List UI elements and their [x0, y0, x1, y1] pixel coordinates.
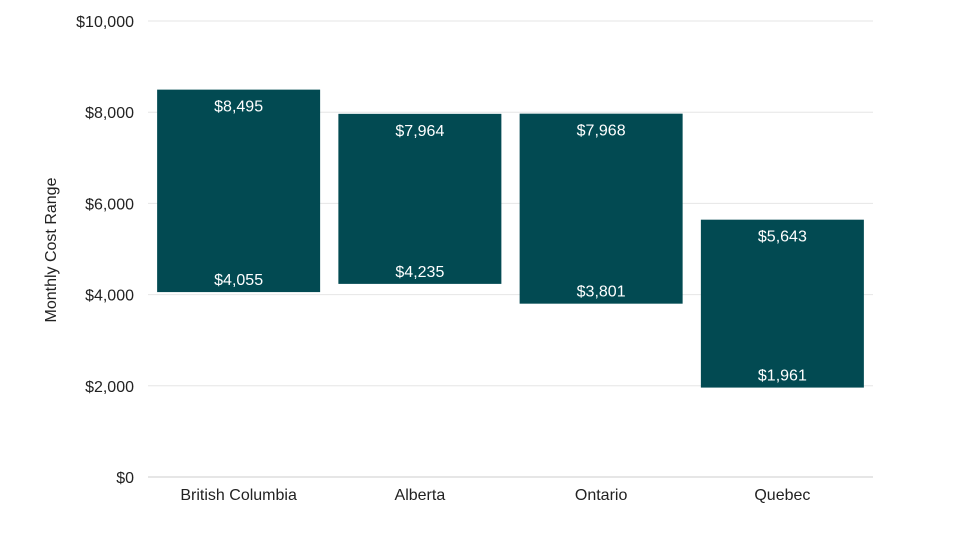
range-bar — [157, 89, 321, 293]
category-label: Quebec — [754, 487, 810, 504]
data-labels: $8,495 $4,055 $7,964 $4,235 $7,968 $3,801 $5,6… — [214, 99, 807, 385]
y-tick-label: $10,000 — [76, 14, 134, 31]
high-value-label: $5,643 — [758, 229, 807, 246]
category-label: Ontario — [575, 487, 628, 504]
x-axis-category-labels: British Columbia Alberta Ontario Quebec — [180, 487, 810, 504]
y-tick-label: $4,000 — [85, 288, 134, 305]
bars — [157, 89, 864, 388]
high-value-label: $8,495 — [214, 99, 263, 116]
low-value-label: $4,055 — [214, 272, 263, 289]
range-bar — [519, 113, 683, 304]
y-tick-label: $8,000 — [85, 105, 134, 122]
low-value-label: $1,961 — [758, 368, 807, 385]
category-label: Alberta — [395, 487, 446, 504]
low-value-label: $3,801 — [577, 284, 626, 301]
y-tick-label: $6,000 — [85, 196, 134, 213]
y-tick-label: $0 — [116, 470, 134, 487]
range-bar — [700, 219, 864, 388]
y-axis-tick-labels: $0 $2,000 $4,000 $6,000 $8,000 $10,000 — [76, 14, 134, 487]
y-tick-label: $2,000 — [85, 379, 134, 396]
low-value-label: $4,235 — [395, 264, 444, 281]
range-bar — [338, 113, 502, 284]
y-axis-title: Monthly Cost Range — [43, 177, 60, 322]
high-value-label: $7,964 — [395, 123, 444, 140]
high-value-label: $7,968 — [577, 123, 626, 140]
category-label: British Columbia — [180, 487, 297, 504]
